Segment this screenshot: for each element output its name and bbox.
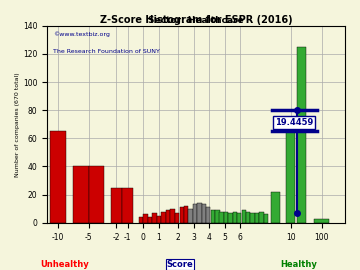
Bar bbox=[152, 213, 157, 223]
Bar bbox=[233, 211, 237, 223]
Bar bbox=[314, 218, 329, 223]
Bar bbox=[89, 167, 104, 223]
Bar bbox=[206, 207, 210, 223]
Bar bbox=[246, 211, 250, 223]
Bar bbox=[184, 206, 188, 223]
Bar bbox=[180, 207, 184, 223]
Bar bbox=[220, 211, 224, 223]
Text: The Research Foundation of SUNY: The Research Foundation of SUNY bbox=[53, 49, 160, 55]
Bar bbox=[50, 131, 66, 223]
Bar bbox=[161, 211, 166, 223]
Bar bbox=[193, 204, 197, 223]
Bar bbox=[188, 209, 193, 223]
Bar bbox=[251, 213, 255, 223]
Title: Z-Score Histogram for ESPR (2016): Z-Score Histogram for ESPR (2016) bbox=[100, 15, 292, 25]
Bar bbox=[286, 131, 295, 223]
Bar bbox=[148, 217, 152, 223]
Text: ©www.textbiz.org: ©www.textbiz.org bbox=[53, 32, 110, 37]
Text: Score: Score bbox=[167, 260, 193, 269]
Bar bbox=[139, 217, 143, 223]
Bar bbox=[255, 213, 260, 223]
Bar bbox=[166, 210, 170, 223]
Bar bbox=[111, 188, 122, 223]
Bar bbox=[73, 167, 89, 223]
Text: 19.4459: 19.4459 bbox=[275, 118, 314, 127]
Text: Healthy: Healthy bbox=[280, 260, 317, 269]
Text: Unhealthy: Unhealthy bbox=[40, 260, 89, 269]
Bar bbox=[228, 213, 233, 223]
Bar bbox=[122, 188, 133, 223]
Bar bbox=[143, 214, 148, 223]
Bar bbox=[259, 211, 264, 223]
Bar bbox=[202, 204, 206, 223]
Bar bbox=[297, 47, 306, 223]
Y-axis label: Number of companies (670 total): Number of companies (670 total) bbox=[15, 72, 20, 177]
Bar bbox=[237, 213, 241, 223]
Bar bbox=[175, 213, 179, 223]
Bar bbox=[157, 216, 161, 223]
Bar bbox=[224, 211, 229, 223]
Bar bbox=[215, 210, 220, 223]
Bar bbox=[242, 210, 246, 223]
Bar bbox=[264, 214, 268, 223]
Bar bbox=[170, 209, 175, 223]
Bar bbox=[197, 203, 202, 223]
Bar bbox=[270, 192, 280, 223]
Text: Sector: Healthcare: Sector: Healthcare bbox=[148, 16, 244, 25]
Bar bbox=[211, 210, 215, 223]
